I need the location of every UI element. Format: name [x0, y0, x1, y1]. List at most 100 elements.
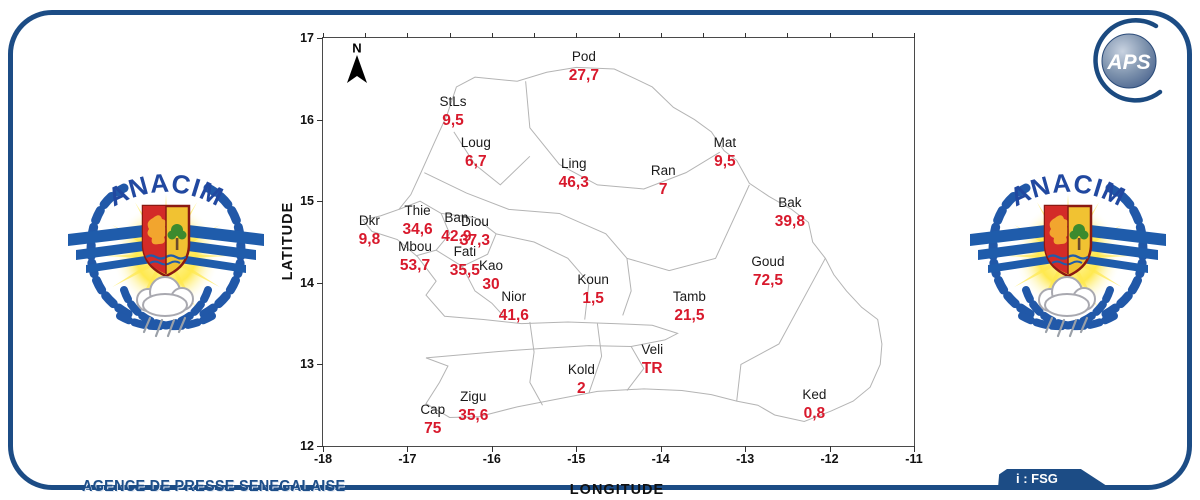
station: Cap 75 — [420, 402, 445, 437]
top-axis-tick — [871, 33, 873, 38]
station: Loug 6,7 — [461, 135, 491, 170]
station-value: 35,5 — [449, 262, 480, 280]
station-label: Ling — [560, 156, 587, 172]
station-value: 2 — [577, 379, 586, 397]
station-label: Cap — [420, 401, 446, 417]
y-axis-tick-label: 17 — [300, 31, 314, 45]
station-label: Koun — [577, 271, 609, 287]
x-axis-tick — [660, 446, 662, 452]
station: Diou 37,3 — [460, 214, 490, 249]
top-axis-tick — [365, 33, 367, 38]
anacim-logo-left — [66, 148, 266, 338]
x-axis-tick-label: -15 — [567, 452, 586, 466]
y-axis-tick — [317, 38, 323, 39]
y-axis-tick-label: 15 — [300, 194, 314, 209]
station-label: Ran — [650, 162, 676, 178]
station-label: Nior — [501, 289, 527, 305]
station: Dkr 9,8 — [359, 213, 381, 248]
station: Ked 0,8 — [802, 387, 826, 422]
station-value: 6,7 — [465, 152, 487, 170]
station: Pod 27,7 — [569, 49, 599, 84]
region-boundary — [526, 81, 720, 189]
station-label: Fati — [453, 244, 477, 260]
y-axis-tick — [317, 364, 323, 366]
station-value: 0,8 — [803, 405, 826, 423]
station-label: Tamb — [672, 289, 706, 305]
aps-logo: APS — [1093, 18, 1163, 103]
station-label: Veli — [641, 342, 664, 358]
station-value: 9,5 — [714, 152, 736, 170]
station-value: 27,7 — [568, 67, 599, 85]
y-axis-tick-label: 12 — [300, 439, 314, 453]
station-label: Dkr — [358, 213, 380, 229]
region-boundary — [436, 213, 496, 266]
agency-name: AGENCE DE PRESSE SENEGALAISE — [82, 478, 346, 495]
top-axis-tick — [787, 33, 789, 38]
station-value: 39,8 — [774, 213, 805, 231]
station-label: Zigu — [460, 388, 487, 404]
region-boundary — [627, 346, 644, 390]
station: StLs 9,5 — [440, 94, 467, 129]
y-axis-tick — [317, 201, 323, 203]
station-value: 9,8 — [358, 231, 381, 249]
x-axis-tick — [407, 446, 409, 452]
y-axis-tick-label: 13 — [300, 357, 314, 372]
top-axis-tick — [576, 33, 578, 38]
region-boundary — [737, 258, 826, 401]
station: Ban 42,9 — [441, 210, 471, 245]
station-label: Mat — [713, 134, 737, 150]
north-label: N — [352, 40, 362, 56]
station-label: Pod — [571, 49, 596, 65]
station-value: 41,6 — [498, 307, 529, 325]
top-axis-tick — [323, 33, 324, 38]
aps-globe — [1101, 33, 1157, 89]
station-value: 75 — [424, 419, 442, 437]
x-axis-title: LONGITUDE — [569, 482, 665, 498]
region-boundary — [462, 266, 504, 317]
region-boundary — [589, 324, 602, 393]
station-value: TR — [641, 360, 663, 378]
station-value: 35,6 — [458, 406, 489, 424]
y-axis-tick — [317, 282, 323, 284]
y-axis-tick — [317, 446, 323, 447]
station: Zigu 35,6 — [458, 389, 488, 424]
aps-arc — [1093, 18, 1163, 103]
x-axis-tick-label: -17 — [398, 452, 417, 466]
top-axis-tick — [745, 33, 747, 38]
station-value: 34,6 — [402, 220, 433, 238]
station: Thie 34,6 — [402, 203, 432, 238]
x-axis-tick-label: -12 — [820, 452, 839, 466]
north-arrow-icon — [347, 55, 367, 83]
station-label: Bak — [778, 195, 802, 211]
senegal-map — [323, 38, 914, 446]
top-axis-tick — [407, 33, 409, 38]
station-label: Thie — [404, 202, 431, 218]
station: Ran 7 — [651, 163, 676, 198]
region-boundary — [424, 173, 749, 271]
station-label: Ked — [802, 387, 827, 403]
top-axis-tick — [660, 33, 662, 38]
y-axis-tick-label: 16 — [300, 112, 314, 127]
x-axis-tick-label: -16 — [482, 452, 501, 466]
plot-area: N -18 -17 -16 -15 -14 -13 -12 -11 17 16 15 14 13 12 Po… — [322, 37, 915, 466]
station-value: 53,7 — [399, 257, 431, 275]
station: Bak 39,8 — [775, 195, 805, 230]
station-label: StLs — [439, 94, 467, 110]
station-value: 37,3 — [459, 232, 491, 250]
x-axis-tick — [829, 446, 831, 452]
station-value: 46,3 — [558, 174, 589, 192]
station: Kold 2 — [568, 362, 595, 397]
station-label: Kold — [567, 361, 595, 377]
region-boundary — [399, 201, 450, 256]
station-value: 72,5 — [752, 272, 784, 290]
station-label: Goud — [751, 254, 785, 270]
x-axis-tick-label: -18 — [313, 452, 333, 466]
top-axis-tick — [914, 33, 915, 38]
aps-wordmark: APS — [1106, 51, 1150, 74]
country-outline — [363, 67, 882, 421]
station-label: Loug — [460, 134, 491, 150]
region-boundary — [623, 258, 631, 315]
top-axis-tick — [702, 33, 704, 38]
x-axis-tick — [745, 446, 747, 452]
station-label: Diou — [461, 214, 489, 230]
